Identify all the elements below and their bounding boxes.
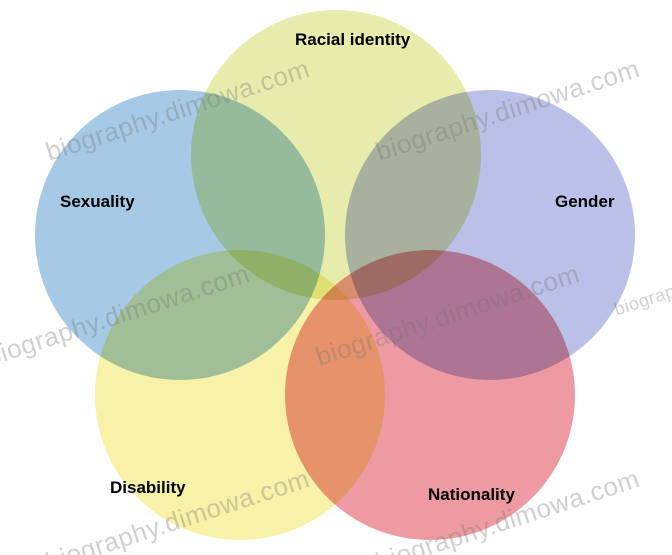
venn-diagram: Racial identity Sexuality Gender Disabil… xyxy=(0,0,672,555)
label-racial-identity: Racial identity xyxy=(295,30,410,50)
label-disability: Disability xyxy=(110,478,186,498)
label-sexuality: Sexuality xyxy=(60,192,135,212)
label-nationality: Nationality xyxy=(428,485,515,505)
label-gender: Gender xyxy=(555,192,615,212)
